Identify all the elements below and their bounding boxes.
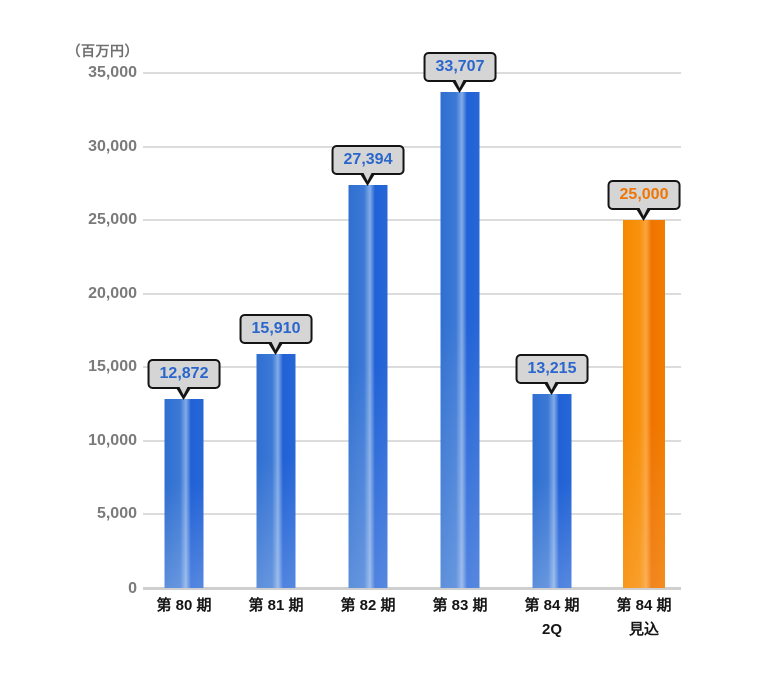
- y-tick-label: 20,000: [88, 285, 137, 302]
- gridline: 35,000: [88, 64, 681, 81]
- value-callout: 27,394: [331, 144, 405, 186]
- callout-bubble: 15,910: [239, 313, 313, 344]
- y-tick-label: 30,000: [88, 138, 137, 155]
- x-category-label: 第 81 期: [248, 597, 304, 614]
- gridline: 20,000: [88, 285, 681, 302]
- bar-group: 13,215 第 84 期 2Q: [506, 73, 598, 638]
- x-axis-baseline: 0: [128, 580, 681, 597]
- callout-bubble: 13,215: [515, 353, 589, 384]
- bar: [623, 220, 665, 588]
- bar-group: 33,707 第 83 期: [414, 52, 506, 614]
- y-tick-label: 0: [128, 579, 137, 597]
- callout-tail: [360, 172, 376, 186]
- bar-group: 15,910 第 81 期: [230, 73, 322, 614]
- bar-group-forecast: 25,000 第 84 期 見込: [598, 73, 690, 638]
- y-tick-label: 15,000: [88, 358, 137, 375]
- y-tick-label: 25,000: [88, 211, 137, 228]
- y-tick-label: 5,000: [96, 505, 137, 522]
- value-callout: 33,707: [423, 52, 497, 93]
- x-category-label: 第 84 期 2Q: [524, 597, 580, 638]
- value-callout: 13,215: [515, 353, 589, 395]
- plot-area: 35,000 30,000 25,000 20,000 15,000 10,00…: [88, 52, 681, 638]
- y-tick-label: 35,000: [88, 64, 137, 81]
- bar-group: 12,872 第 80 期: [138, 73, 230, 614]
- callout-tail: [452, 80, 468, 93]
- x-category-label: 第 82 期: [340, 597, 396, 614]
- bar: [440, 92, 480, 588]
- bar: [532, 393, 572, 588]
- value-callout: 12,872: [147, 358, 221, 400]
- callout-bubble: 25,000: [607, 180, 681, 211]
- bar-group: 27,394 第 82 期: [322, 73, 414, 614]
- gridline: 5,000: [97, 505, 681, 522]
- x-category-label: 第 83 期: [432, 597, 488, 614]
- callout-bubble: 12,872: [147, 358, 221, 389]
- y-tick-label: 10,000: [88, 432, 137, 449]
- x-category-label: 第 80 期: [156, 597, 212, 614]
- callout-tail: [268, 341, 284, 355]
- x-category-label: 第 84 期 見込: [616, 597, 672, 638]
- gridline: 30,000: [88, 138, 681, 155]
- value-callout: 25,000: [607, 180, 681, 222]
- gridline: 15,000: [88, 358, 681, 375]
- gridline: 10,000: [88, 432, 681, 449]
- callout-tail: [636, 208, 652, 222]
- bar: [348, 184, 388, 588]
- gridline: 25,000: [88, 211, 681, 228]
- bar: [256, 353, 296, 588]
- bar: [164, 398, 204, 588]
- callout-tail: [544, 381, 560, 395]
- value-callout: 15,910: [239, 313, 313, 355]
- unit-label: （百万円）: [66, 43, 139, 59]
- callout-bubble: 27,394: [331, 144, 405, 175]
- callout-tail: [176, 386, 192, 400]
- callout-bubble: 33,707: [423, 52, 497, 82]
